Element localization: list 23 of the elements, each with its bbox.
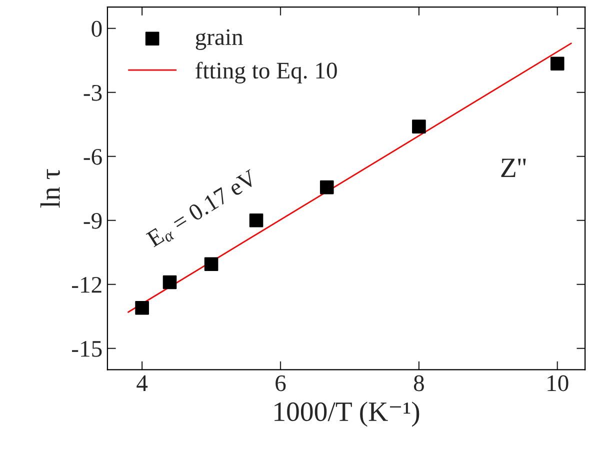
- y-tick-label: 0: [92, 20, 102, 37]
- legend-label: ftting to Eq. 10: [196, 62, 337, 84]
- annotation: Z'': [501, 158, 526, 177]
- x-tick-label: 10: [548, 375, 568, 392]
- point: [320, 180, 334, 194]
- y-tick-label: -3: [84, 84, 102, 101]
- point: [162, 275, 177, 290]
- y-tick-label: -12: [72, 276, 102, 293]
- point: [550, 56, 564, 71]
- y-tick-label: -9: [84, 212, 102, 229]
- y-tick-label: -15: [72, 341, 102, 357]
- point: [135, 300, 149, 315]
- y-axis-title: ln τ: [40, 169, 60, 208]
- point: [204, 257, 218, 272]
- point: [412, 120, 426, 134]
- annotation: E$_{α}$ = 0.17 eV: [146, 168, 260, 250]
- x-axis-title: 1000/T (K⁻¹): [274, 402, 420, 427]
- point: [249, 213, 264, 228]
- x-tick-label: 6: [276, 375, 286, 392]
- x-tick-label: 4: [136, 375, 148, 391]
- legend-label: grain: [196, 29, 243, 50]
- y-tick-label: -6: [84, 148, 102, 165]
- x-tick-label: 8: [414, 375, 424, 392]
